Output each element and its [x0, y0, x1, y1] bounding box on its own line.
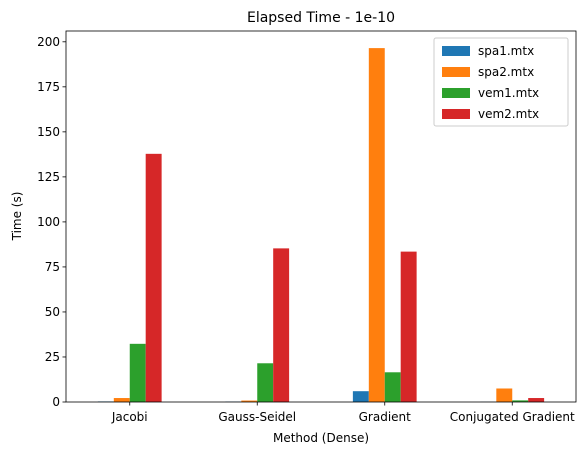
- bar-spa2.mtx-Gradient: [368, 48, 385, 402]
- x-tick-label-Gauss-Seidel: Gauss-Seidel: [218, 410, 296, 424]
- bar-spa1.mtx-Gradient: [352, 391, 369, 402]
- legend-swatch-spa2.mtx: [442, 67, 470, 77]
- legend-label-vem2.mtx: vem2.mtx: [478, 107, 539, 121]
- bar-vem1.mtx-Gauss-Seidel: [257, 363, 274, 402]
- y-axis-label: Time (s): [10, 192, 24, 242]
- legend-label-spa2.mtx: spa2.mtx: [478, 65, 534, 79]
- x-tick-label-Jacobi: Jacobi: [111, 410, 148, 424]
- bar-vem2.mtx-Jacobi: [145, 153, 162, 402]
- bar-vem1.mtx-Conjugated Gradient: [512, 400, 529, 402]
- y-tick-label-0: 0: [52, 395, 60, 409]
- legend-swatch-vem2.mtx: [442, 109, 470, 119]
- bar-vem2.mtx-Conjugated Gradient: [528, 398, 545, 402]
- x-tick-label-Conjugated Gradient: Conjugated Gradient: [450, 410, 575, 424]
- legend-swatch-vem1.mtx: [442, 88, 470, 98]
- legend-frame: [433, 37, 569, 127]
- bar-vem2.mtx-Gradient: [400, 251, 417, 402]
- y-tick-label-75: 75: [45, 260, 60, 274]
- y-tick-label-150: 150: [37, 125, 60, 139]
- x-tick-label-Gradient: Gradient: [359, 410, 412, 424]
- bar-spa2.mtx-Conjugated Gradient: [496, 388, 513, 402]
- y-tick-label-125: 125: [37, 170, 60, 184]
- legend: spa1.mtx spa2.mtx vem1.mtx vem2.mtx: [433, 37, 569, 127]
- y-tick-label-175: 175: [37, 80, 60, 94]
- y-tick-label-200: 200: [37, 35, 60, 49]
- legend-label-spa1.mtx: spa1.mtx: [478, 44, 534, 58]
- chart-title: Elapsed Time - 1e-10: [247, 10, 395, 26]
- legend-label-vem1.mtx: vem1.mtx: [478, 86, 539, 100]
- bar-vem1.mtx-Jacobi: [129, 343, 146, 402]
- y-tick-label-25: 25: [45, 350, 60, 364]
- bar-spa2.mtx-Jacobi: [113, 398, 130, 402]
- x-axis-label: Method (Dense): [273, 431, 369, 445]
- legend-swatch-spa1.mtx: [442, 46, 470, 56]
- bars-layer: [97, 48, 545, 402]
- axes-layer: 0 25 50 75 100 125 150 175 200 Jacobi Gauss-Seidel…: [37, 30, 577, 424]
- y-tick-label-50: 50: [45, 305, 60, 319]
- plot-frame: [65, 30, 577, 403]
- y-tick-label-100: 100: [37, 215, 60, 229]
- bar-spa2.mtx-Gauss-Seidel: [241, 400, 258, 402]
- bar-vem2.mtx-Gauss-Seidel: [273, 248, 290, 402]
- bar-vem1.mtx-Gradient: [384, 372, 401, 402]
